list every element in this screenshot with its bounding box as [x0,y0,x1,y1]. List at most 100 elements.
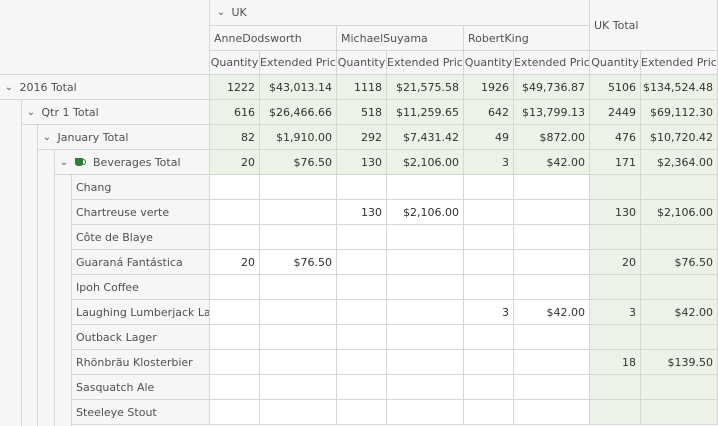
chevron-down-icon[interactable]: ⌄ [42,132,52,143]
row-header-quarter-total[interactable]: ⌄ Qtr 1 Total [22,100,210,125]
row-header-product[interactable]: Outback Lager [72,325,210,350]
row-header-product[interactable]: Rhönbräu Klosterbier [72,350,210,375]
value-cell[interactable] [210,175,260,200]
value-cell[interactable] [337,175,387,200]
value-cell[interactable] [387,250,464,275]
value-cell[interactable] [464,175,514,200]
value-cell[interactable] [387,350,464,375]
value-cell[interactable]: $26,466.66 [260,100,337,125]
value-cell[interactable]: 1222 [210,75,260,100]
value-cell[interactable]: $139.50 [641,350,718,375]
value-cell[interactable]: $872.00 [514,125,590,150]
value-cell[interactable] [387,375,464,400]
value-cell[interactable]: $43,013.14 [260,75,337,100]
value-cell[interactable] [337,400,387,425]
row-header-product[interactable]: Ipoh Coffee [72,275,210,300]
value-cell[interactable]: $1,910.00 [260,125,337,150]
value-cell[interactable] [210,225,260,250]
value-cell[interactable] [641,225,718,250]
value-cell[interactable] [464,325,514,350]
column-header-quantity[interactable]: Quantity [590,51,641,75]
chevron-down-icon[interactable]: ⌄ [26,107,36,118]
value-cell[interactable]: $2,106.00 [387,150,464,175]
value-cell[interactable] [210,325,260,350]
value-cell[interactable]: 476 [590,125,641,150]
value-cell[interactable] [464,400,514,425]
value-cell[interactable] [210,275,260,300]
value-cell[interactable] [641,175,718,200]
value-cell[interactable]: 642 [464,100,514,125]
value-cell[interactable] [337,300,387,325]
value-cell[interactable]: 292 [337,125,387,150]
value-cell[interactable] [464,250,514,275]
value-cell[interactable]: $11,259.65 [387,100,464,125]
value-cell[interactable] [590,400,641,425]
value-cell[interactable] [464,375,514,400]
value-cell[interactable] [337,275,387,300]
value-cell[interactable] [260,375,337,400]
value-cell[interactable]: $42.00 [514,300,590,325]
row-header-year-total[interactable]: ⌄ 2016 Total [0,75,210,100]
value-cell[interactable] [260,225,337,250]
value-cell[interactable] [514,400,590,425]
chevron-down-icon[interactable]: ⌄ [4,82,14,93]
column-header-employee[interactable]: RobertKing [464,26,590,51]
value-cell[interactable] [641,400,718,425]
value-cell[interactable] [210,375,260,400]
value-cell[interactable] [464,200,514,225]
value-cell[interactable] [514,375,590,400]
value-cell[interactable] [464,350,514,375]
column-header-employee[interactable]: MichaelSuyama [337,26,464,51]
value-cell[interactable]: 518 [337,100,387,125]
value-cell[interactable] [590,325,641,350]
value-cell[interactable] [590,225,641,250]
value-cell[interactable]: $21,575.58 [387,75,464,100]
value-cell[interactable] [514,250,590,275]
value-cell[interactable] [260,400,337,425]
value-cell[interactable] [387,175,464,200]
value-cell[interactable]: 5106 [590,75,641,100]
value-cell[interactable] [590,175,641,200]
value-cell[interactable] [337,225,387,250]
row-header-product[interactable]: Steeleye Stout [72,400,210,425]
value-cell[interactable] [590,275,641,300]
value-cell[interactable] [464,275,514,300]
value-cell[interactable] [337,325,387,350]
row-header-product[interactable]: Laughing Lumberjack Lager [72,300,210,325]
column-header-extended-price[interactable]: Extended Price [387,51,464,75]
value-cell[interactable]: $69,112.30 [641,100,718,125]
value-cell[interactable]: 20 [590,250,641,275]
value-cell[interactable]: 3 [590,300,641,325]
value-cell[interactable]: $2,106.00 [387,200,464,225]
value-cell[interactable] [210,300,260,325]
row-header-product[interactable]: Chartreuse verte [72,200,210,225]
value-cell[interactable]: 82 [210,125,260,150]
value-cell[interactable]: 49 [464,125,514,150]
value-cell[interactable] [337,250,387,275]
value-cell[interactable] [641,375,718,400]
column-header-extended-price[interactable]: Extended Price [641,51,718,75]
value-cell[interactable] [387,325,464,350]
value-cell[interactable]: $76.50 [260,150,337,175]
value-cell[interactable]: $7,431.42 [387,125,464,150]
chevron-down-icon[interactable]: ⌄ [59,157,69,168]
row-header-product[interactable]: Chang [72,175,210,200]
value-cell[interactable] [387,300,464,325]
column-header-extended-price[interactable]: Extended Price [514,51,590,75]
row-header-month-total[interactable]: ⌄ January Total [38,125,210,150]
column-header-employee[interactable]: AnneDodsworth [210,26,337,51]
value-cell[interactable] [387,400,464,425]
value-cell[interactable] [260,300,337,325]
value-cell[interactable]: $134,524.48 [641,75,718,100]
value-cell[interactable] [210,200,260,225]
value-cell[interactable] [260,350,337,375]
value-cell[interactable] [260,275,337,300]
value-cell[interactable]: 3 [464,150,514,175]
value-cell[interactable]: $13,799.13 [514,100,590,125]
value-cell[interactable]: 18 [590,350,641,375]
value-cell[interactable] [514,275,590,300]
value-cell[interactable] [387,275,464,300]
value-cell[interactable]: $2,106.00 [641,200,718,225]
value-cell[interactable]: 616 [210,100,260,125]
value-cell[interactable]: 130 [337,150,387,175]
